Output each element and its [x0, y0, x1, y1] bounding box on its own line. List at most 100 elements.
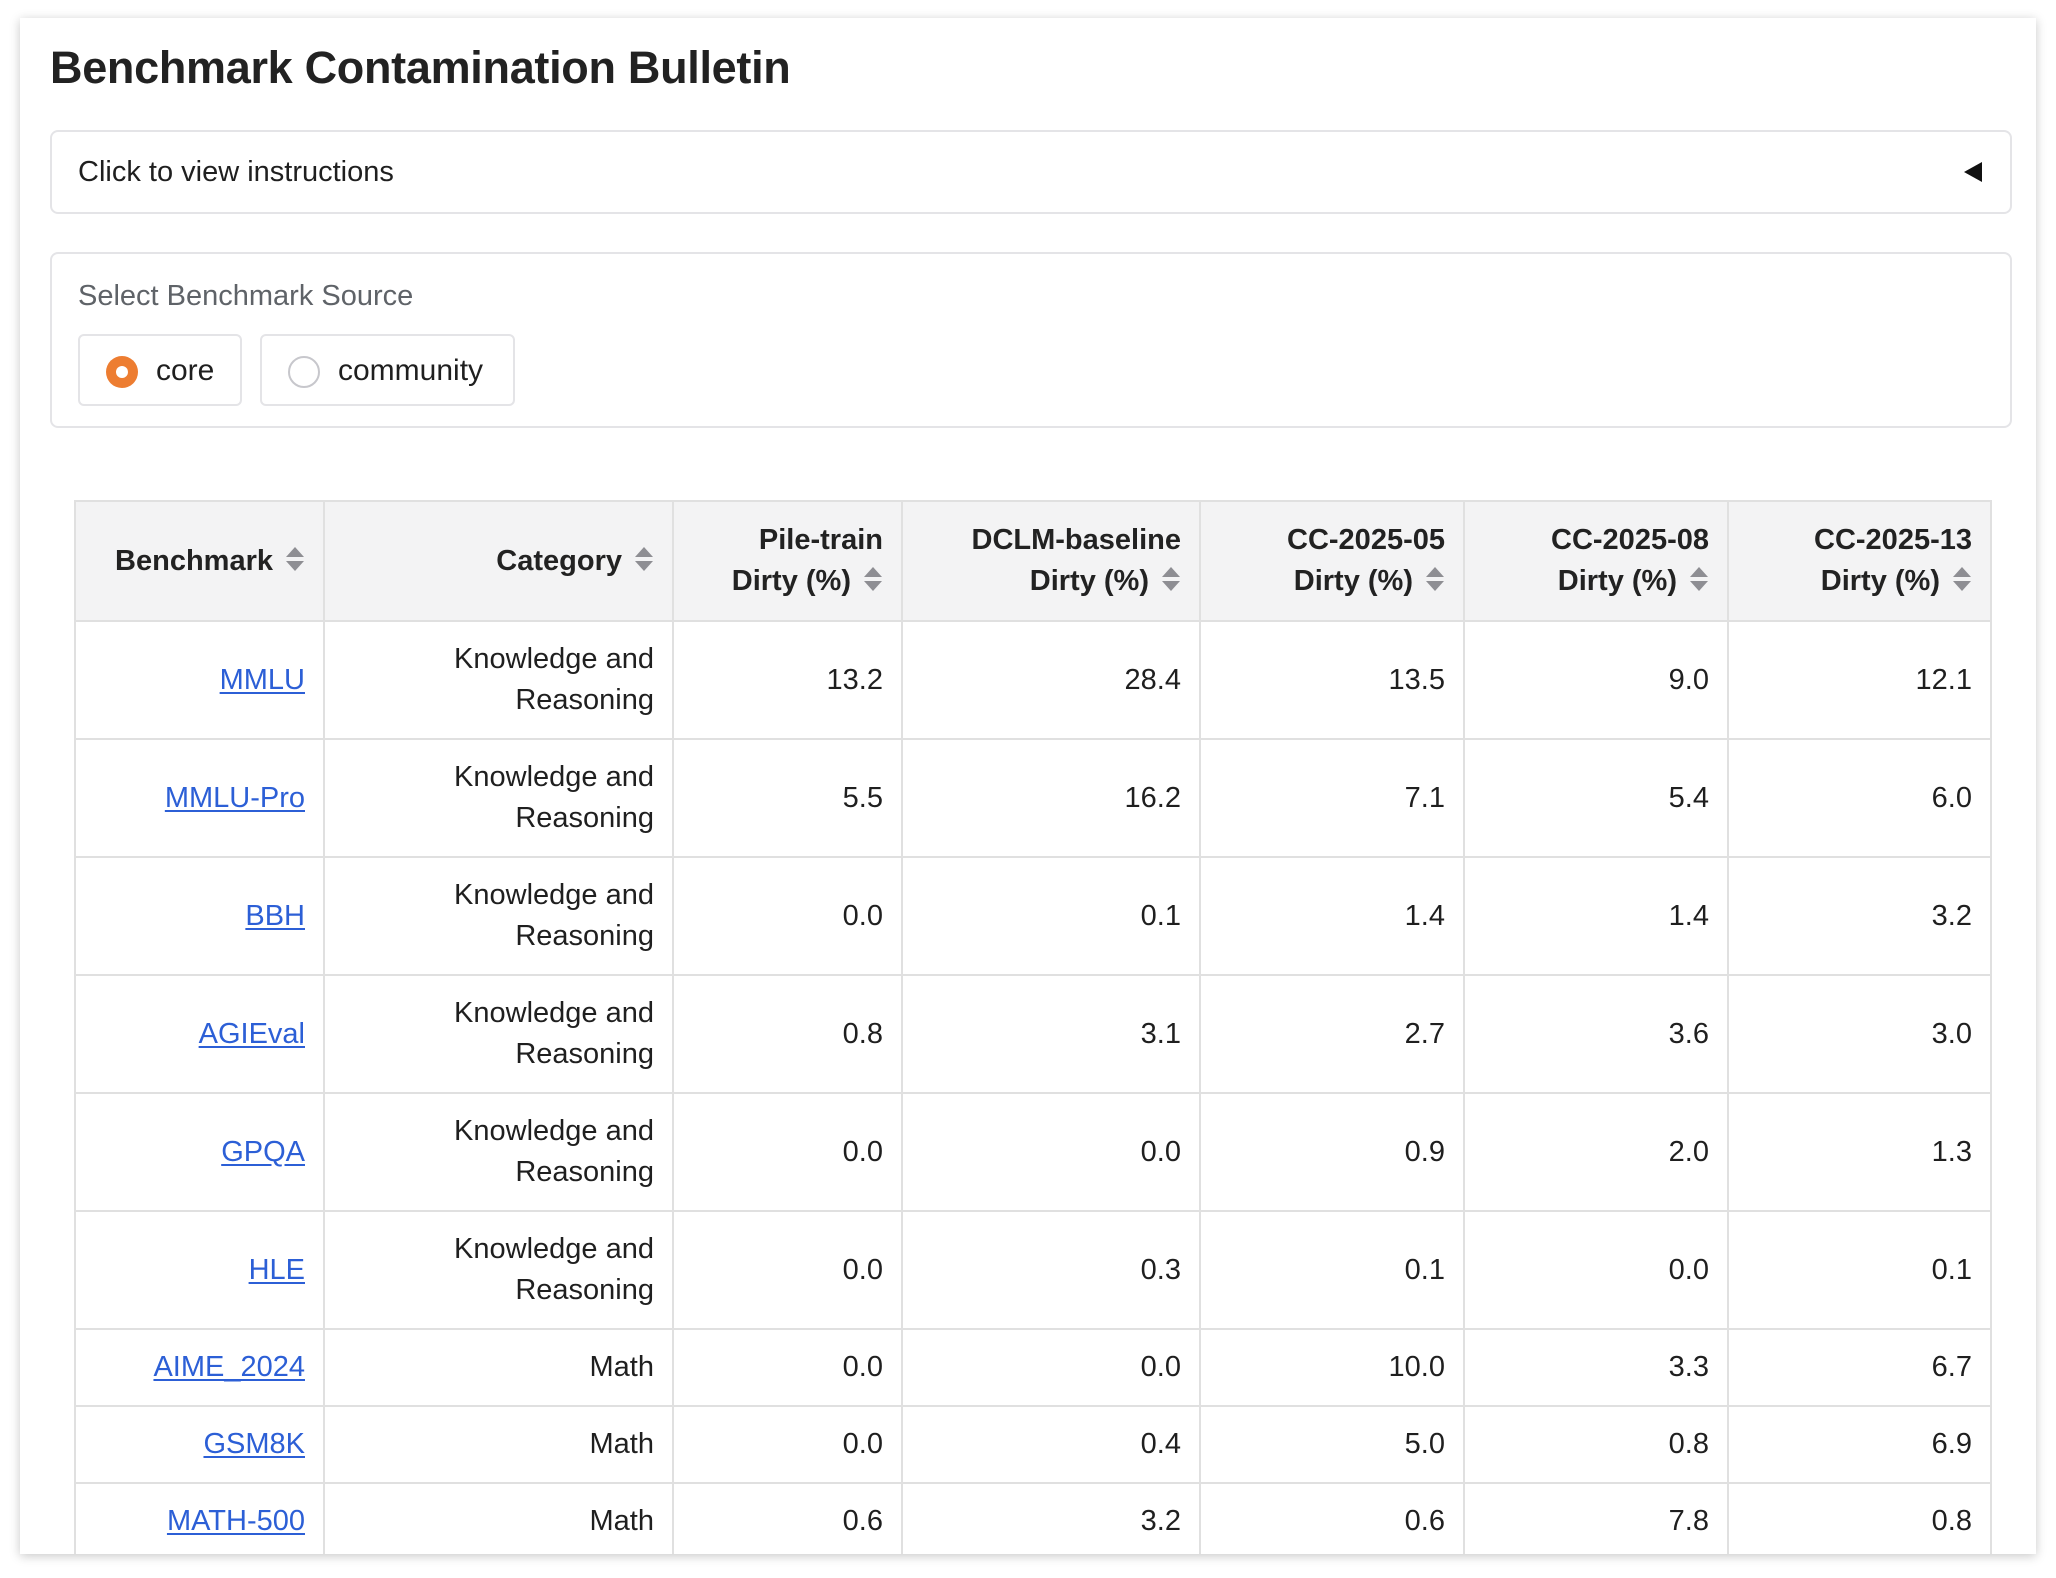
cell-cc-2025-05: 5.0	[1199, 1405, 1465, 1484]
cell-category: Knowledge and Reasoning	[323, 1092, 674, 1212]
cell-category: Knowledge and Reasoning	[323, 620, 674, 740]
cell-cc-2025-08: 7.8	[1463, 1482, 1729, 1554]
cell-pile-train: 5.5	[672, 738, 903, 858]
cell-cc-2025-13: 12.1	[1727, 620, 1992, 740]
benchmark-link[interactable]: AIME_2024	[153, 1351, 305, 1383]
header-benchmark[interactable]: Benchmark	[74, 500, 325, 622]
cell-category: Math	[323, 1328, 674, 1407]
cell-cc-2025-05: 0.6	[1199, 1482, 1465, 1554]
benchmark-link[interactable]: GSM8K	[203, 1428, 305, 1460]
radio-label-core: core	[156, 354, 215, 387]
results-table-container: Benchmark Category Pile-train Dirty (%) …	[74, 500, 1992, 1554]
cell-category: Knowledge and Reasoning	[323, 1210, 674, 1330]
header-label-line2: Dirty (%)	[1820, 565, 1940, 597]
cell-dclm-baseline: 0.4	[901, 1405, 1201, 1484]
radio-checked-icon[interactable]	[106, 356, 138, 388]
cell-category: Knowledge and Reasoning	[323, 974, 674, 1094]
cell-benchmark: HLE	[74, 1210, 325, 1330]
instructions-accordion[interactable]: Click to view instructions	[50, 130, 2012, 214]
cell-cc-2025-08: 5.4	[1463, 738, 1729, 858]
benchmark-link[interactable]: AGIEval	[198, 1017, 305, 1050]
header-label: Category	[496, 544, 622, 577]
cell-benchmark: GSM8K	[74, 1405, 325, 1484]
radio-unchecked-icon[interactable]	[288, 356, 320, 388]
cell-dclm-baseline: 0.3	[901, 1210, 1201, 1330]
benchmark-link[interactable]: MATH-500	[166, 1505, 305, 1537]
header-pile-train[interactable]: Pile-train Dirty (%)	[672, 500, 903, 622]
header-label-line1: CC-2025-08	[1551, 524, 1709, 556]
table-row: MATH-500 Math 0.6 3.2 0.6 7.8 0.8	[74, 1482, 1992, 1554]
header-label-line1: Pile-train	[758, 524, 883, 556]
cell-cc-2025-05: 10.0	[1199, 1328, 1465, 1407]
instructions-label: Click to view instructions	[78, 156, 394, 188]
radio-option-community[interactable]: community	[260, 334, 515, 406]
cell-cc-2025-13: 3.2	[1727, 856, 1992, 976]
benchmark-link[interactable]: MMLU-Pro	[164, 781, 305, 814]
header-label-line2: Dirty (%)	[1293, 565, 1413, 597]
benchmark-source-legend: Select Benchmark Source	[78, 280, 414, 312]
cell-pile-train: 0.0	[672, 1092, 903, 1212]
sort-icon[interactable]	[285, 546, 305, 573]
header-category[interactable]: Category	[323, 500, 674, 622]
category-line2: Reasoning	[515, 802, 654, 834]
header-label: Benchmark	[115, 544, 273, 577]
category-line2: Reasoning	[515, 1038, 654, 1070]
cell-benchmark: AIME_2024	[74, 1328, 325, 1407]
cell-dclm-baseline: 0.1	[901, 856, 1201, 976]
sort-icon[interactable]	[863, 567, 883, 593]
header-label-line2: Dirty (%)	[1029, 565, 1149, 597]
header-cc-2025-13[interactable]: CC-2025-13 Dirty (%)	[1727, 500, 1992, 622]
sort-icon[interactable]	[1425, 567, 1445, 593]
category-line2: Reasoning	[515, 1274, 654, 1306]
cell-cc-2025-08: 9.0	[1463, 620, 1729, 740]
cell-dclm-baseline: 16.2	[901, 738, 1201, 858]
sort-icon[interactable]	[634, 546, 654, 573]
cell-cc-2025-08: 0.0	[1463, 1210, 1729, 1330]
benchmark-link[interactable]: BBH	[245, 899, 305, 932]
cell-dclm-baseline: 0.0	[901, 1328, 1201, 1407]
table-row: GSM8K Math 0.0 0.4 5.0 0.8 6.9	[74, 1405, 1992, 1484]
cell-pile-train: 0.6	[672, 1482, 903, 1554]
table-row: MMLU-Pro Knowledge and Reasoning 5.5 16.2…	[74, 738, 1992, 858]
radio-option-core[interactable]: core	[78, 334, 242, 406]
cell-dclm-baseline: 0.0	[901, 1092, 1201, 1212]
cell-cc-2025-13: 6.7	[1727, 1328, 1992, 1407]
cell-cc-2025-13: 6.9	[1727, 1405, 1992, 1484]
cell-benchmark: BBH	[74, 856, 325, 976]
header-label-line2: Dirty (%)	[731, 565, 851, 597]
table-row: BBH Knowledge and Reasoning 0.0 0.1 1.4 1…	[74, 856, 1992, 976]
table-row: GPQA Knowledge and Reasoning 0.0 0.0 0.9 …	[74, 1092, 1992, 1212]
benchmark-link[interactable]: GPQA	[221, 1135, 305, 1168]
benchmark-link[interactable]: HLE	[248, 1253, 305, 1286]
cell-dclm-baseline: 3.2	[901, 1482, 1201, 1554]
cell-category: Math	[323, 1482, 674, 1554]
table-row: MMLU Knowledge and Reasoning 13.2 28.4 13…	[74, 620, 1992, 740]
header-label-line1: CC-2025-05	[1287, 524, 1445, 556]
radio-label-community: community	[338, 354, 484, 387]
cell-cc-2025-05: 0.1	[1199, 1210, 1465, 1330]
header-dclm-baseline[interactable]: DCLM-baseline Dirty (%)	[901, 500, 1201, 622]
category-line1: Knowledge and	[454, 1233, 654, 1265]
cell-category: Knowledge and Reasoning	[323, 856, 674, 976]
cell-dclm-baseline: 28.4	[901, 620, 1201, 740]
table-header-row: Benchmark Category Pile-train Dirty (%) …	[74, 500, 1992, 622]
sort-icon[interactable]	[1161, 567, 1181, 593]
category-line2: Reasoning	[515, 920, 654, 952]
cell-cc-2025-08: 3.3	[1463, 1328, 1729, 1407]
benchmark-source-group: Select Benchmark Source core community	[50, 252, 2012, 428]
header-cc-2025-05[interactable]: CC-2025-05 Dirty (%)	[1199, 500, 1465, 622]
sort-icon[interactable]	[1952, 567, 1972, 593]
cell-cc-2025-05: 13.5	[1199, 620, 1465, 740]
benchmark-link[interactable]: MMLU	[219, 663, 305, 696]
table-row: AIME_2024 Math 0.0 0.0 10.0 3.3 6.7	[74, 1328, 1992, 1407]
cell-cc-2025-05: 7.1	[1199, 738, 1465, 858]
table-row: HLE Knowledge and Reasoning 0.0 0.3 0.1 0…	[74, 1210, 1992, 1330]
header-cc-2025-08[interactable]: CC-2025-08 Dirty (%)	[1463, 500, 1729, 622]
cell-benchmark: AGIEval	[74, 974, 325, 1094]
cell-cc-2025-05: 0.9	[1199, 1092, 1465, 1212]
header-label-line2: Dirty (%)	[1557, 565, 1677, 597]
sort-icon[interactable]	[1689, 567, 1709, 593]
cell-cc-2025-05: 2.7	[1199, 974, 1465, 1094]
app-window: Benchmark Contamination Bulletin Click t…	[20, 18, 2036, 1554]
category-line1: Knowledge and	[454, 997, 654, 1029]
